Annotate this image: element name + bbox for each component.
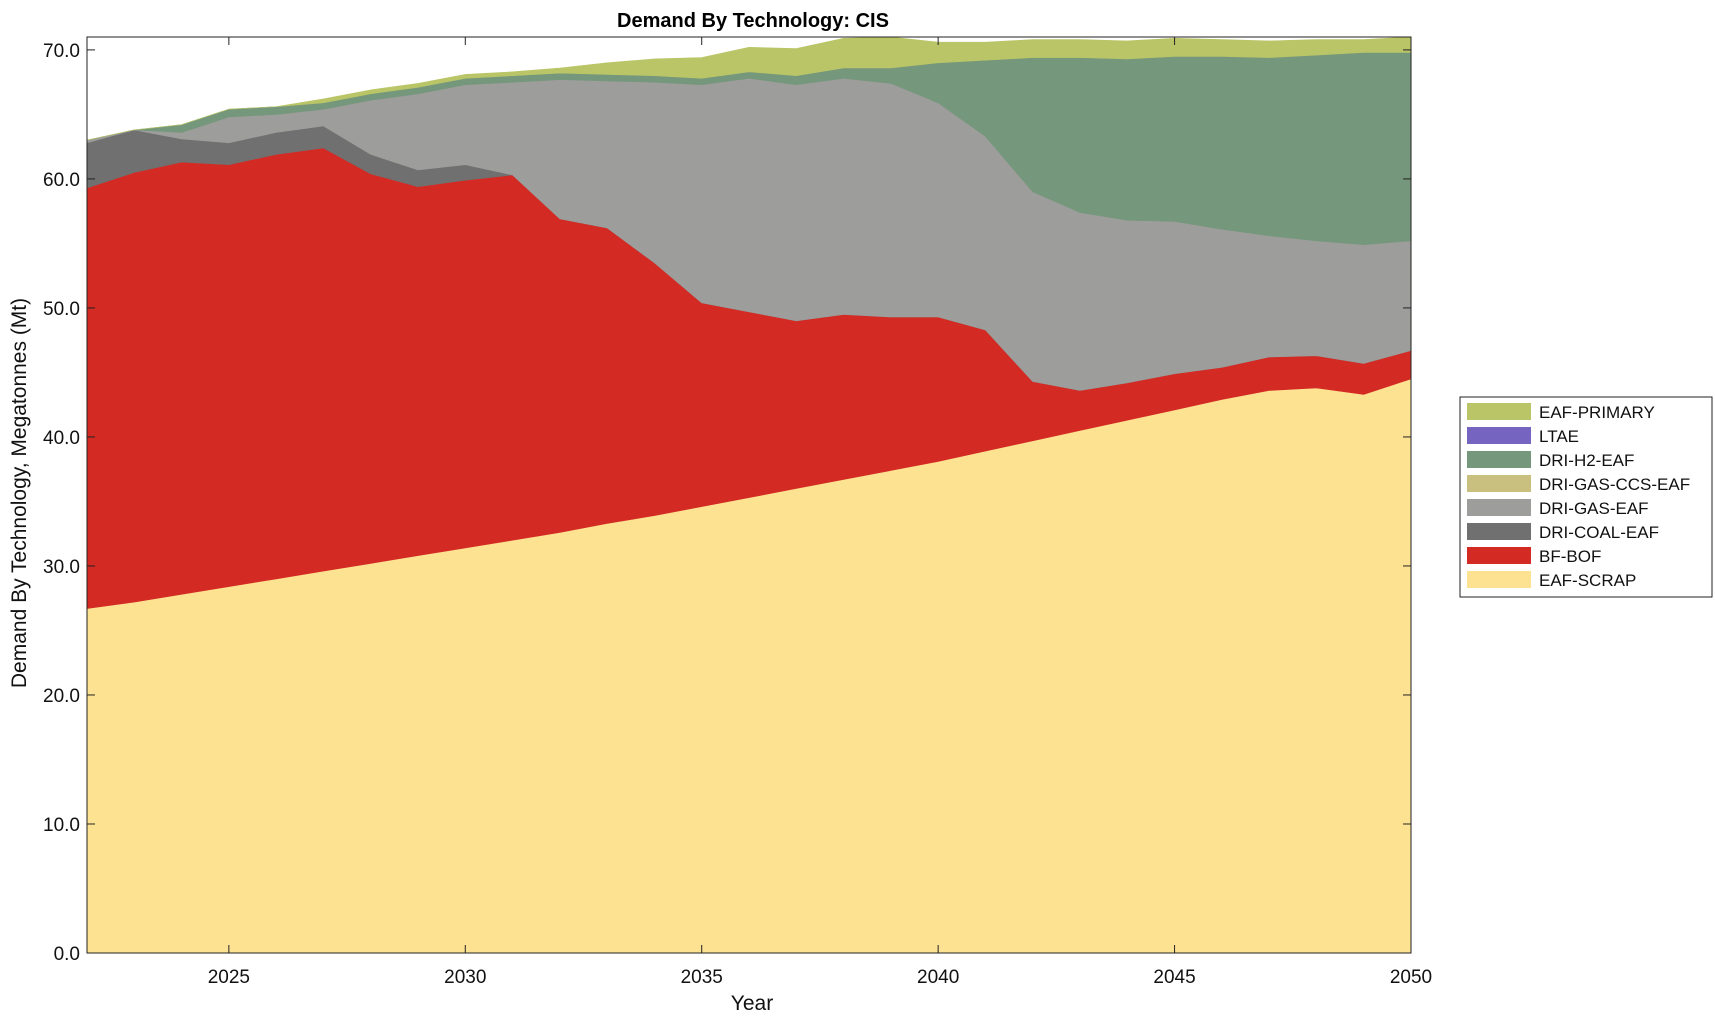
y-tick-label: 0.0 [54,944,80,965]
legend-label-ltae: LTAE [1539,427,1579,446]
legend-label-dri-coal-eaf: DRI-COAL-EAF [1539,523,1659,542]
x-tick-label: 2050 [1390,967,1432,988]
legend-label-bf-bof: BF-BOF [1539,547,1601,566]
legend-label-eaf-scrap: EAF-SCRAP [1539,571,1636,590]
plot-frame [86,36,1412,954]
legend-swatch-dri-h2-eaf [1467,451,1531,468]
x-tick-label: 2030 [444,967,486,988]
legend-swatch-dri-gas-ccs-eaf [1467,475,1531,492]
area-series-group [86,36,1412,954]
x-tick-label: 2040 [917,967,959,988]
y-tick-label: 10.0 [43,815,80,836]
x-tick-label: 2035 [681,967,723,988]
legend-swatch-ltae [1467,427,1531,444]
y-tick-label: 30.0 [43,557,80,578]
y-tick-label: 50.0 [43,299,80,320]
y-tick-label: 40.0 [43,428,80,449]
y-tick-label: 20.0 [43,686,80,707]
y-tick-label: 60.0 [43,170,80,191]
x-tick-label: 2045 [1153,967,1195,988]
axes-group: 0.0 10.0 20.0 30.0 40.0 50.0 60.0 70.0 2025 2030 2… [43,36,1432,988]
x-axis-label: Year [731,992,773,1015]
legend-swatch-dri-coal-eaf [1467,523,1531,540]
legend-label-eaf-primary: EAF-PRIMARY [1539,403,1655,422]
x-tick-label: 2025 [208,967,250,988]
y-tick-label: 70.0 [43,41,80,62]
legend-swatch-dri-gas-eaf [1467,499,1531,516]
legend-label-dri-gas-eaf: DRI-GAS-EAF [1539,499,1649,518]
y-axis-label: Demand By Technology, Megatonnes (Mt) [8,298,31,688]
legend-label-dri-gas-ccs-eaf: DRI-GAS-CCS-EAF [1539,475,1690,494]
legend-swatch-eaf-primary [1467,403,1531,420]
legend-swatch-bf-bof [1467,547,1531,564]
legend-swatch-eaf-scrap [1467,571,1531,588]
legend: EAF-PRIMARY LTAE DRI-H2-EAF DRI-GAS-CCS-EAF… [1459,396,1713,598]
chart-title: Demand By Technology: CIS [617,10,889,32]
legend-label-dri-h2-eaf: DRI-H2-EAF [1539,451,1634,470]
